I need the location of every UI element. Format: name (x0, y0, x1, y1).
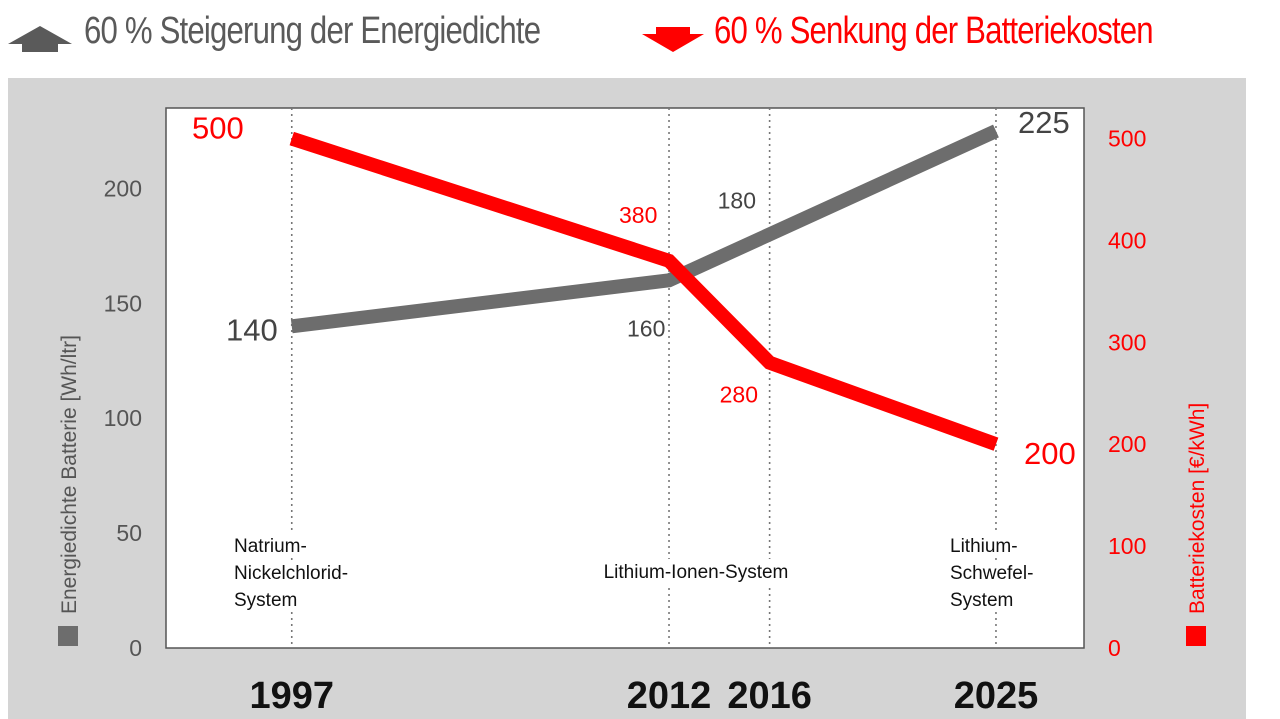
arrow-up-icon (8, 26, 72, 52)
cost-value-label: 380 (619, 202, 657, 228)
energy-value-label: 140 (226, 312, 278, 347)
cost-headline: 60 % Senkung der Batteriekosten (714, 10, 1154, 52)
annotation-bg (947, 587, 1011, 612)
energy-density-line (290, 124, 999, 334)
left-axis-tick-label: 200 (104, 175, 142, 201)
arrow-down-icon (642, 27, 704, 52)
right-axis-tick-label: 500 (1108, 126, 1146, 152)
year-axis-label: 2016 (727, 675, 812, 717)
energy-value-label: 160 (627, 315, 665, 341)
system-annotation: Lithium- Schwefel- System (947, 533, 1038, 612)
annotation-bg (231, 533, 313, 558)
energy-headline: 60 % Steigerung der Energiedichte (84, 10, 541, 52)
battery-cost-line (289, 131, 999, 451)
chart-panel: Natrium- Nickelchlorid- System Lithium-Ione… (8, 78, 1246, 719)
annotation-bg (231, 587, 295, 612)
energy-value-label: 225 (1018, 105, 1070, 140)
right-axis-tick-label: 400 (1108, 227, 1146, 253)
right-axis-tick-label: 300 (1108, 329, 1146, 355)
left-axis-tick-label: 50 (116, 520, 142, 546)
energy-value-label: 180 (718, 187, 756, 213)
left-axis-title: Energiedichte Batterie [Wh/ltr] (58, 335, 81, 614)
cost-value-label: 500 (192, 111, 244, 146)
cost-value-label: 200 (1024, 436, 1076, 471)
right-axis-tick-label: 200 (1108, 431, 1146, 457)
dual-axis-line-chart: Natrium- Nickelchlorid- System Lithium-Ione… (58, 105, 1209, 717)
right-axis-title: Batteriekosten [€/kWh] (1186, 403, 1209, 614)
annotation-line: Schwefel- (950, 563, 1033, 584)
plot-area (165, 107, 1085, 649)
right-axis-tick-label: 0 (1108, 635, 1121, 661)
year-axis-label: 1997 (249, 675, 334, 717)
system-annotation: Lithium-Ionen-System (600, 559, 792, 584)
energy-legend-square (58, 626, 78, 646)
annotation-bg (231, 560, 368, 585)
chart-header: 60 % Steigerung der Energiedichte 60 % S… (0, 0, 1280, 78)
left-axis-tick-label: 150 (104, 290, 142, 316)
annotation-line: Nickelchlorid- (234, 563, 348, 584)
annotation-line: System (234, 590, 297, 611)
annotation-line: Natrium- (234, 536, 307, 557)
left-axis-tick-label: 100 (104, 405, 142, 431)
cost-value-label: 280 (720, 382, 758, 408)
annotation-bg (947, 560, 1038, 585)
annotation-line: Lithium-Ionen-System (604, 562, 789, 583)
annotation-line: Lithium- (950, 536, 1018, 557)
left-axis-tick-label: 0 (129, 635, 142, 661)
year-axis-label: 2012 (627, 675, 712, 717)
annotation-bg (600, 559, 792, 584)
right-axis-tick-label: 100 (1108, 533, 1146, 559)
year-axis-label: 2025 (954, 675, 1039, 717)
system-annotation: Natrium- Nickelchlorid- System (231, 533, 368, 612)
annotation-bg (947, 533, 1029, 558)
annotation-line: System (950, 590, 1013, 611)
cost-legend-square (1186, 626, 1206, 646)
